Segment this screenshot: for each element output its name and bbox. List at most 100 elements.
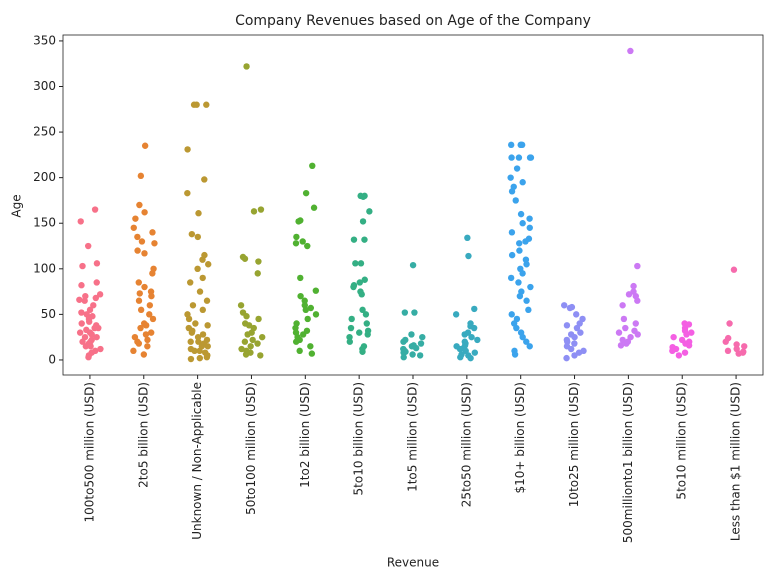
point xyxy=(243,313,250,320)
point xyxy=(563,322,571,329)
point xyxy=(577,329,584,336)
point xyxy=(468,333,475,341)
point xyxy=(134,233,141,241)
point xyxy=(347,324,355,332)
point xyxy=(411,309,418,316)
point xyxy=(135,297,143,304)
point xyxy=(301,297,308,304)
x-tick-label: 2to5 billion (USD) xyxy=(136,382,150,488)
point xyxy=(632,320,639,327)
point xyxy=(401,309,409,316)
point xyxy=(295,218,302,225)
point xyxy=(76,296,83,303)
point xyxy=(188,230,196,238)
point xyxy=(526,215,533,222)
point xyxy=(144,336,151,344)
point xyxy=(293,233,300,241)
point xyxy=(456,345,464,353)
point xyxy=(730,266,738,273)
x-tick-label: Unknown / Non-Applicable xyxy=(190,382,204,540)
point xyxy=(573,324,581,332)
point xyxy=(242,351,250,358)
point xyxy=(91,206,99,213)
point xyxy=(199,306,206,314)
point xyxy=(93,333,100,341)
point xyxy=(417,340,425,347)
point xyxy=(508,229,516,236)
point xyxy=(471,349,479,356)
point xyxy=(188,329,196,336)
point xyxy=(297,274,304,282)
point xyxy=(507,174,514,181)
y-tick-label: 0 xyxy=(48,352,56,366)
point xyxy=(461,331,468,338)
point xyxy=(726,320,733,327)
point xyxy=(634,262,641,270)
point xyxy=(190,101,198,108)
point xyxy=(688,329,695,336)
point xyxy=(670,333,677,341)
point xyxy=(361,276,368,283)
point xyxy=(196,288,204,295)
y-tick-label: 200 xyxy=(33,170,56,184)
point xyxy=(141,283,148,291)
point xyxy=(516,247,523,254)
point xyxy=(352,260,359,267)
point xyxy=(76,329,84,336)
x-tick-label: 100to500 million (USD) xyxy=(82,382,96,522)
point xyxy=(735,350,742,357)
point xyxy=(82,343,90,350)
point xyxy=(255,315,262,323)
point xyxy=(362,311,370,318)
point xyxy=(87,343,94,350)
point xyxy=(356,279,363,286)
point xyxy=(409,351,416,358)
point xyxy=(519,333,526,341)
point xyxy=(136,201,143,209)
point xyxy=(142,322,150,329)
point xyxy=(258,333,266,341)
point xyxy=(346,333,353,341)
point xyxy=(147,329,155,336)
point xyxy=(249,336,256,344)
point xyxy=(92,294,99,302)
y-axis-label: Age xyxy=(10,194,24,217)
point xyxy=(358,291,365,298)
point xyxy=(617,342,625,349)
point xyxy=(515,279,522,286)
point xyxy=(146,302,154,309)
point xyxy=(634,331,641,338)
y-tick-label: 100 xyxy=(33,261,56,275)
point xyxy=(310,204,318,211)
point xyxy=(507,274,515,282)
point xyxy=(508,251,516,259)
point xyxy=(88,331,95,338)
point xyxy=(722,338,729,345)
point xyxy=(78,282,85,289)
point xyxy=(526,224,533,231)
point xyxy=(457,354,464,361)
point xyxy=(619,302,626,309)
point xyxy=(79,262,86,270)
point xyxy=(571,340,578,347)
point xyxy=(199,274,206,282)
point xyxy=(138,238,146,245)
point xyxy=(78,309,85,316)
point xyxy=(508,154,515,161)
point xyxy=(137,172,145,180)
point xyxy=(307,304,315,312)
x-tick-label: 25to50 million (USD) xyxy=(459,382,473,507)
y-tick-label: 150 xyxy=(33,216,56,230)
point xyxy=(361,236,368,243)
point xyxy=(302,306,309,314)
point xyxy=(465,252,472,260)
point xyxy=(364,331,371,338)
point xyxy=(512,197,519,204)
point xyxy=(296,347,303,355)
point xyxy=(571,333,578,341)
point xyxy=(312,311,320,318)
x-tick-label: 5to10 million (USD) xyxy=(675,382,689,500)
point xyxy=(685,342,693,349)
point xyxy=(85,318,93,325)
point xyxy=(416,352,424,359)
